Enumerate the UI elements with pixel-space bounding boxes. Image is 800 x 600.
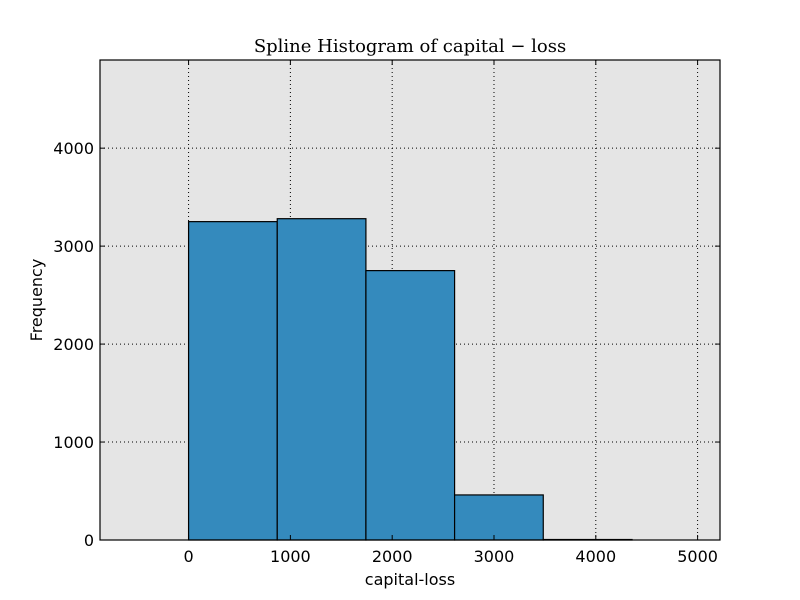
x-tick-label: 5000 bbox=[677, 547, 718, 566]
histogram-bar bbox=[187, 221, 278, 541]
histogram-bar bbox=[453, 494, 544, 541]
histogram-bar bbox=[365, 270, 456, 541]
y-axis-label: Frequency bbox=[27, 259, 46, 342]
y-tick-label: 4000 bbox=[53, 139, 94, 158]
x-axis-label: capital-loss bbox=[365, 570, 455, 589]
x-tick-label: 3000 bbox=[474, 547, 515, 566]
x-tick-label: 1000 bbox=[270, 547, 311, 566]
tick-marks bbox=[100, 60, 720, 541]
bars bbox=[187, 218, 633, 541]
y-tick-label: 0 bbox=[84, 531, 94, 550]
chart-title: Spline Histogram of capital − loss bbox=[254, 36, 566, 57]
histogram-bar bbox=[276, 218, 367, 541]
x-tick-labels: 0 1000 2000 3000 4000 5000 bbox=[183, 547, 717, 566]
y-tick-label: 1000 bbox=[53, 433, 94, 452]
y-tick-label: 2000 bbox=[53, 335, 94, 354]
y-tick-labels: 0 1000 2000 3000 4000 bbox=[53, 139, 94, 550]
plot-frame bbox=[99, 59, 721, 541]
x-tick-label: 0 bbox=[183, 547, 193, 566]
x-tick-label: 2000 bbox=[372, 547, 413, 566]
y-tick-label: 3000 bbox=[53, 237, 94, 256]
x-tick-label: 4000 bbox=[575, 547, 616, 566]
